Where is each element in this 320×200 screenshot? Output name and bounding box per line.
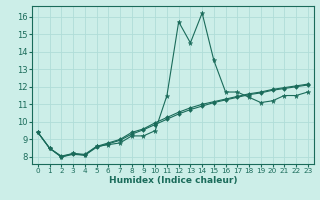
X-axis label: Humidex (Indice chaleur): Humidex (Indice chaleur) xyxy=(108,176,237,185)
